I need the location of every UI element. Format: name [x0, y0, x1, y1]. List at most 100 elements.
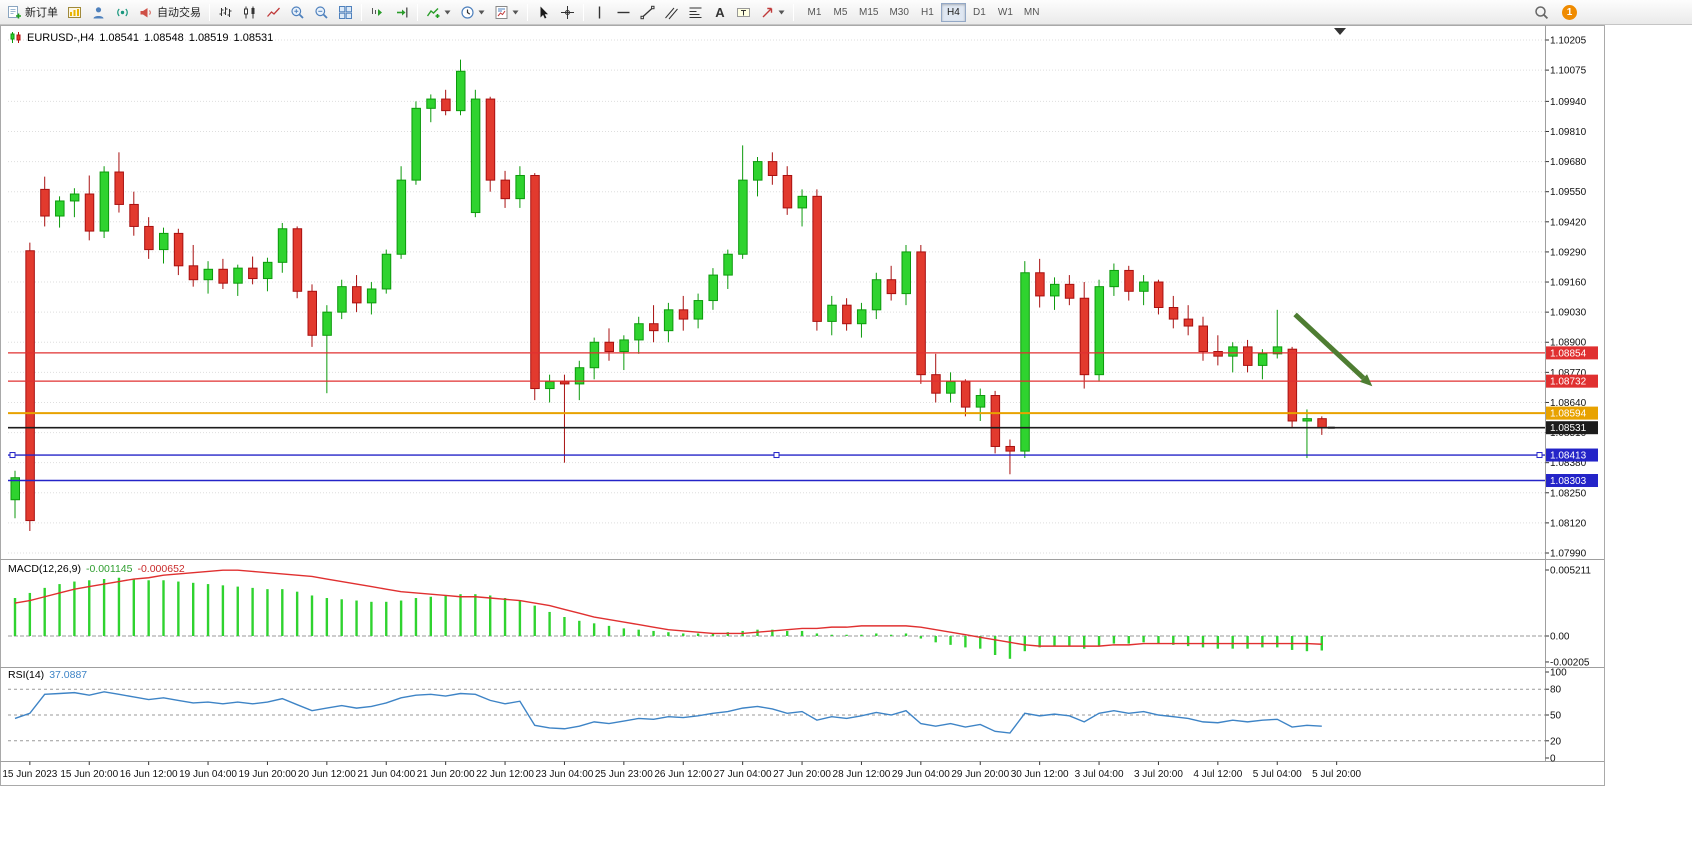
candlestick-chart-icon [244, 6, 255, 18]
timeframe-m15[interactable]: M15 [854, 3, 883, 22]
bar-chart-button[interactable] [214, 2, 237, 23]
candle-body [1005, 445, 1015, 452]
ohlc-open: 1.08541 [99, 31, 139, 44]
toolbar-separator [361, 3, 362, 21]
trendline-button[interactable] [636, 2, 659, 23]
zoom-out-button[interactable] [310, 2, 333, 23]
rsi-value: 37.0887 [49, 669, 88, 681]
main-toolbar: 新订单 自动交易 [0, 0, 1692, 25]
zoom-out-icon [315, 5, 328, 19]
candle-body [619, 339, 629, 353]
candle-body [604, 341, 614, 353]
candle-body [262, 261, 273, 280]
candle-body [411, 107, 421, 181]
candle-body [1124, 269, 1134, 292]
vertical-line-button[interactable] [588, 2, 611, 23]
svg-text:23 Jun 04:00: 23 Jun 04:00 [536, 769, 594, 780]
svg-text:19 Jun 04:00: 19 Jun 04:00 [179, 769, 237, 780]
text-label-icon [737, 7, 750, 17]
profile-button[interactable] [87, 2, 110, 23]
fibonacci-button[interactable] [684, 2, 707, 23]
cursor-button[interactable] [532, 2, 555, 23]
line-handle[interactable] [9, 452, 16, 459]
search-button[interactable] [1530, 2, 1553, 23]
chart-shift-icon [397, 7, 408, 17]
symbol-period: EURUSD-,H4 [27, 31, 95, 44]
candle-body [946, 381, 956, 394]
candle-body [842, 304, 852, 325]
svg-text:3 Jul 04:00: 3 Jul 04:00 [1075, 769, 1124, 780]
dropdown-caret-icon [512, 10, 519, 14]
text-tool-button[interactable]: A [708, 2, 731, 23]
candle-body [441, 98, 451, 112]
svg-text:1.09160: 1.09160 [1550, 278, 1587, 289]
candle-body [931, 374, 941, 394]
candle-body [248, 267, 258, 280]
candle-body [975, 395, 986, 408]
crosshair-button[interactable] [556, 2, 579, 23]
candle-body [649, 323, 659, 332]
timeframe-d1[interactable]: D1 [967, 3, 992, 22]
candlestick-series [10, 59, 1327, 531]
chart-shift-button[interactable] [390, 2, 413, 23]
timeframe-h4[interactable]: H4 [940, 2, 966, 22]
candle-body [337, 286, 347, 313]
templates-button[interactable] [490, 2, 523, 23]
candle-body [470, 98, 481, 214]
arrows-button[interactable] [756, 2, 789, 23]
price-tag [1546, 406, 1598, 420]
rsi-name: RSI(14) [8, 669, 45, 681]
notification-badge[interactable]: 1 [1562, 4, 1577, 20]
svg-text:19 Jun 20:00: 19 Jun 20:00 [239, 769, 297, 780]
timeframe-m5[interactable]: M5 [828, 3, 853, 22]
candle-body [663, 309, 674, 332]
timeframe-w1[interactable]: W1 [993, 3, 1018, 22]
candlestick-chart-button[interactable] [238, 2, 261, 23]
periods-button[interactable] [456, 2, 489, 23]
candle-body [1243, 346, 1253, 366]
timeframe-mn[interactable]: MN [1019, 3, 1045, 22]
text-label-button[interactable] [732, 2, 755, 23]
timeframe-m30[interactable]: M30 [884, 3, 913, 22]
toolbar-separator [793, 3, 794, 21]
candle-body [589, 341, 600, 369]
svg-text:0: 0 [1550, 754, 1556, 765]
candle-body [485, 98, 496, 181]
line-handle[interactable] [1536, 452, 1543, 459]
line-handle[interactable] [773, 452, 780, 459]
candle-body [1272, 346, 1283, 355]
zoom-in-button[interactable] [286, 2, 309, 23]
line-chart-button[interactable] [262, 2, 285, 23]
candle-body [1050, 283, 1060, 297]
candle-body [1064, 283, 1075, 299]
equidistant-channel-button[interactable] [660, 2, 683, 23]
indicators-icon [426, 7, 440, 18]
tile-windows-button[interactable] [334, 2, 357, 23]
candle-body [545, 381, 555, 390]
candle-body [1213, 351, 1223, 357]
new-order-button[interactable]: 新订单 [3, 2, 62, 23]
chart-shift-marker[interactable] [1334, 28, 1346, 35]
svg-text:4 Jul 12:00: 4 Jul 12:00 [1193, 769, 1242, 780]
broadcast-button[interactable] [111, 2, 134, 23]
timeframe-h1[interactable]: H1 [915, 3, 940, 22]
timeframe-m1[interactable]: M1 [802, 3, 827, 22]
ohlc-low: 1.08519 [188, 31, 229, 44]
horizontal-line-button[interactable] [612, 2, 635, 23]
svg-text:15 Jun 20:00: 15 Jun 20:00 [60, 769, 118, 780]
candle-body [456, 70, 466, 112]
svg-text:1.09550: 1.09550 [1550, 187, 1587, 198]
candle-body [322, 311, 332, 336]
autotrading-button[interactable]: 自动交易 [135, 2, 205, 23]
candle-body [812, 195, 822, 322]
trend-arrow[interactable] [1293, 312, 1373, 387]
svg-text:A: A [715, 5, 725, 20]
candle-body [203, 268, 214, 281]
indicators-button[interactable] [422, 2, 455, 23]
profile-icon [93, 6, 104, 18]
auto-scroll-button[interactable] [366, 2, 389, 23]
candle-body [738, 179, 748, 255]
chart-window-button[interactable] [63, 2, 86, 23]
